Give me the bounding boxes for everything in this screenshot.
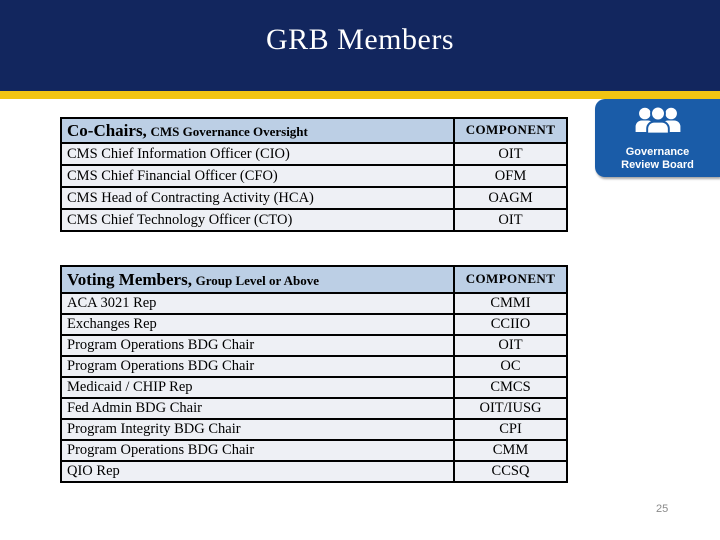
logo-text-line2: Review Board	[621, 158, 694, 171]
component-cell: OIT	[453, 334, 568, 357]
component-cell: CPI	[453, 418, 568, 441]
table-row: Exchanges Rep CCIIO	[60, 313, 568, 336]
member-cell: QIO Rep	[60, 460, 455, 483]
table-row: Program Operations BDG Chair OC	[60, 355, 568, 378]
component-header-cell: COMPONENT	[453, 265, 568, 294]
table-row: CMS Chief Technology Officer (CTO) OIT	[60, 208, 568, 232]
table-row: Fed Admin BDG Chair OIT/IUSG	[60, 397, 568, 420]
co-chairs-header-row: Co-Chairs, CMS Governance Oversight COMP…	[60, 117, 568, 144]
table-row: CMS Chief Information Officer (CIO) OIT	[60, 142, 568, 166]
component-cell: CMM	[453, 439, 568, 462]
page-title: GRB Members	[266, 23, 454, 56]
member-cell: Program Operations BDG Chair	[60, 439, 455, 462]
component-cell: OIT/IUSG	[453, 397, 568, 420]
member-cell: Exchanges Rep	[60, 313, 455, 336]
gold-accent-bar	[0, 91, 720, 99]
people-group-icon	[633, 105, 683, 144]
governance-review-board-logo: Governance Review Board	[595, 99, 720, 177]
table-row: ACA 3021 Rep CMMI	[60, 292, 568, 315]
table-row: Program Operations BDG Chair OIT	[60, 334, 568, 357]
component-cell: CCSQ	[453, 460, 568, 483]
component-header-cell: COMPONENT	[453, 117, 568, 144]
co-chairs-subtitle: CMS Governance Oversight	[150, 123, 308, 139]
slide-header-band	[0, 0, 720, 91]
logo-text-line1: Governance	[625, 145, 690, 158]
component-cell: OC	[453, 355, 568, 378]
voting-members-title: Voting Members,	[67, 269, 192, 289]
component-cell: OIT	[453, 208, 568, 232]
table-row: CMS Head of Contracting Activity (HCA) O…	[60, 186, 568, 210]
member-cell: CMS Chief Financial Officer (CFO)	[60, 164, 455, 188]
component-cell: OIT	[453, 142, 568, 166]
member-cell: CMS Head of Contracting Activity (HCA)	[60, 186, 455, 210]
co-chairs-table: Co-Chairs, CMS Governance Oversight COMP…	[60, 117, 568, 232]
member-cell: Fed Admin BDG Chair	[60, 397, 455, 420]
component-cell: CMCS	[453, 376, 568, 399]
member-cell: Medicaid / CHIP Rep	[60, 376, 455, 399]
voting-members-header-cell: Voting Members, Group Level or Above	[60, 265, 455, 294]
component-cell: CCIIO	[453, 313, 568, 336]
co-chairs-header-cell: Co-Chairs, CMS Governance Oversight	[60, 117, 455, 144]
voting-members-header-row: Voting Members, Group Level or Above COM…	[60, 265, 568, 294]
table-row: Medicaid / CHIP Rep CMCS	[60, 376, 568, 399]
member-cell: CMS Chief Information Officer (CIO)	[60, 142, 455, 166]
voting-members-subtitle: Group Level or Above	[195, 272, 319, 288]
voting-members-table: Voting Members, Group Level or Above COM…	[60, 265, 568, 483]
member-cell: ACA 3021 Rep	[60, 292, 455, 315]
member-cell: CMS Chief Technology Officer (CTO)	[60, 208, 455, 232]
table-row: Program Integrity BDG Chair CPI	[60, 418, 568, 441]
component-cell: OFM	[453, 164, 568, 188]
member-cell: Program Operations BDG Chair	[60, 334, 455, 357]
component-cell: CMMI	[453, 292, 568, 315]
table-row: CMS Chief Financial Officer (CFO) OFM	[60, 164, 568, 188]
table-row: Program Operations BDG Chair CMM	[60, 439, 568, 462]
page-number: 25	[656, 503, 669, 515]
member-cell: Program Integrity BDG Chair	[60, 418, 455, 441]
table-row: QIO Rep CCSQ	[60, 460, 568, 483]
co-chairs-title: Co-Chairs,	[67, 120, 147, 140]
component-cell: OAGM	[453, 186, 568, 210]
member-cell: Program Operations BDG Chair	[60, 355, 455, 378]
